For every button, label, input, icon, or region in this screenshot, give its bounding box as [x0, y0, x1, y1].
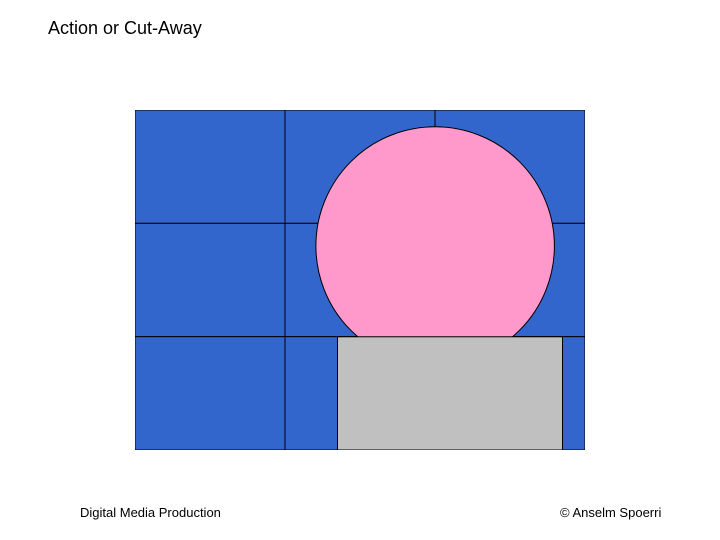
- grid-cell: [135, 337, 285, 450]
- diagram-svg: [135, 110, 585, 450]
- footer-left: Digital Media Production: [80, 505, 221, 520]
- grid-cell: [135, 223, 285, 336]
- composition-diagram: [135, 110, 585, 450]
- slide-page: Action or Cut-Away Digital Media Product…: [0, 0, 720, 540]
- footer-right: © Anselm Spoerri: [560, 505, 661, 520]
- grid-cell: [135, 110, 285, 223]
- slide-title: Action or Cut-Away: [48, 18, 202, 39]
- subject-circle: [316, 127, 555, 366]
- foreground-rect: [338, 337, 563, 450]
